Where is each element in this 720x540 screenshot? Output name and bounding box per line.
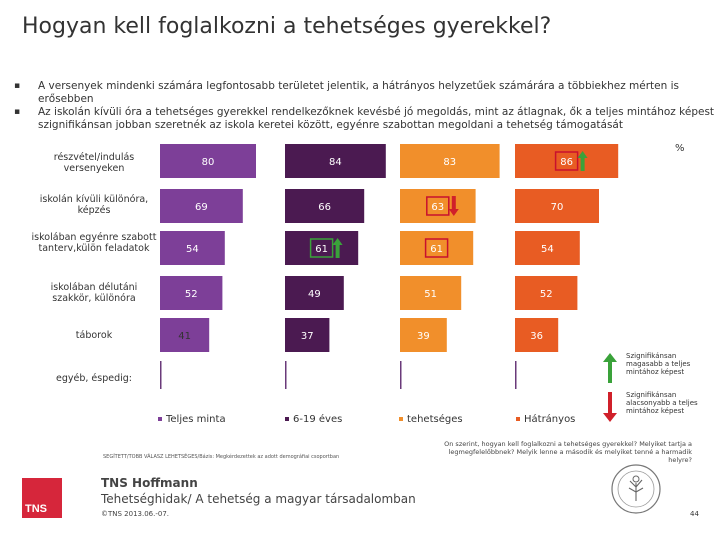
legend-label: tehetséges	[407, 414, 463, 425]
company-name: TNS Hoffmann	[101, 476, 198, 490]
bar	[285, 231, 359, 265]
legend-label: Hátrányos	[524, 414, 576, 425]
seal-icon	[611, 464, 661, 514]
report-subtitle: Tehetséghidak/ A tehetség a magyar társa…	[101, 492, 416, 506]
bar	[515, 318, 559, 352]
bar	[400, 231, 474, 265]
bar	[160, 144, 256, 178]
question-text: On szerint, hogyan kell foglalkozni a te…	[444, 440, 692, 464]
value-label: 54	[186, 244, 199, 255]
bar	[160, 276, 223, 310]
bar	[160, 189, 243, 223]
bar	[285, 276, 344, 310]
bar	[285, 318, 330, 352]
legend-swatch	[399, 417, 403, 421]
bar	[285, 361, 287, 389]
bar	[400, 318, 447, 352]
bullet-list: ▪ A versenyek mindenki számára legfontosa…	[14, 80, 716, 132]
legend-swatch	[285, 417, 289, 421]
up-arrow-icon	[332, 238, 343, 258]
highlight-box	[554, 151, 579, 171]
up-arrow-icon	[603, 353, 617, 383]
bullet-dot-icon: ▪	[14, 81, 21, 91]
unit-label: %	[675, 143, 685, 154]
tns-logo: TNS	[22, 478, 62, 518]
bar	[160, 361, 162, 389]
bar	[515, 276, 578, 310]
copyright: ©TNS 2013.06.-07.	[101, 510, 170, 518]
down-arrow-icon	[448, 196, 459, 216]
page-number: 44	[690, 510, 699, 518]
sig-lower-label: Szignifikánsan alacsonyabb a teljes mint…	[626, 391, 698, 415]
bar	[160, 231, 225, 265]
bullet-text: A versenyek mindenki számára legfontosab…	[38, 80, 680, 105]
bar	[515, 231, 580, 265]
value-label: 36	[530, 331, 543, 342]
down-arrow-icon	[603, 392, 617, 422]
bullet-item: ▪ Az iskolán kívüli óra a tehetséges gyer…	[14, 106, 716, 131]
bullet-text: Az iskolán kívüli óra a tehetséges gyere…	[38, 106, 715, 131]
value-label: 39	[417, 331, 430, 342]
legend-item-teljes: Teljes minta	[158, 414, 226, 425]
value-label: 83	[443, 157, 456, 168]
legend-item-hatranyos: Hátrányos	[516, 414, 575, 425]
category-label: egyéb, éspedig:	[56, 373, 132, 384]
value-label: 41	[178, 331, 191, 342]
value-label: 84	[329, 157, 342, 168]
legend-swatch	[516, 417, 520, 421]
bar	[285, 144, 386, 178]
category-label: iskolában egyénre szabott tanterv,külön …	[31, 232, 157, 254]
bar	[515, 144, 619, 178]
value-label: 52	[185, 289, 198, 300]
bar	[400, 361, 402, 389]
sig-higher-label: Szignifikánsan magasabb a teljes mintáho…	[626, 352, 691, 376]
value-label: 52	[540, 289, 553, 300]
value-label: 51	[424, 289, 437, 300]
value-label: 69	[195, 202, 208, 213]
bar	[515, 189, 599, 223]
bullet-dot-icon: ▪	[14, 107, 21, 117]
highlight-box	[424, 238, 449, 258]
bar	[400, 144, 500, 178]
value-label: 80	[202, 157, 215, 168]
highlight-box	[426, 196, 450, 216]
value-label: 61	[315, 244, 328, 255]
category-label: részvétel/indulás versenyeken	[53, 152, 135, 174]
legend-item-6-19: 6-19 éves	[285, 414, 342, 425]
logo-text: TNS	[25, 503, 47, 515]
legend-label: Teljes minta	[166, 414, 226, 425]
bar	[400, 189, 476, 223]
value-label: 61	[430, 244, 443, 255]
value-label: 63	[431, 202, 444, 213]
bar	[400, 276, 462, 310]
page-title: Hogyan kell foglalkozni a tehetséges gye…	[22, 14, 552, 39]
highlight-box	[309, 238, 334, 258]
legend-label: 6-19 éves	[293, 414, 343, 425]
bar	[515, 361, 517, 389]
value-label: 66	[318, 202, 331, 213]
bullet-item: ▪ A versenyek mindenki számára legfontosa…	[14, 80, 716, 105]
up-arrow-icon	[577, 151, 588, 171]
bar	[160, 318, 210, 352]
category-label: táborok	[75, 330, 113, 341]
value-label: 86	[560, 157, 573, 168]
legend-swatch	[158, 417, 162, 421]
value-label: 49	[308, 289, 321, 300]
source-note: SEGÍTETT/TOBB VÁLASZ LEHETSÉGES/Bázis: M…	[103, 454, 340, 460]
legend-item-tehetseges: tehetséges	[399, 414, 463, 425]
value-label: 54	[541, 244, 554, 255]
value-label: 70	[551, 202, 564, 213]
bar	[285, 189, 365, 223]
category-label: iskolán kívüli különóra, képzés	[39, 194, 149, 216]
category-label: iskolában délutáni szakkör, különóra	[50, 282, 138, 304]
value-label: 37	[301, 331, 314, 342]
